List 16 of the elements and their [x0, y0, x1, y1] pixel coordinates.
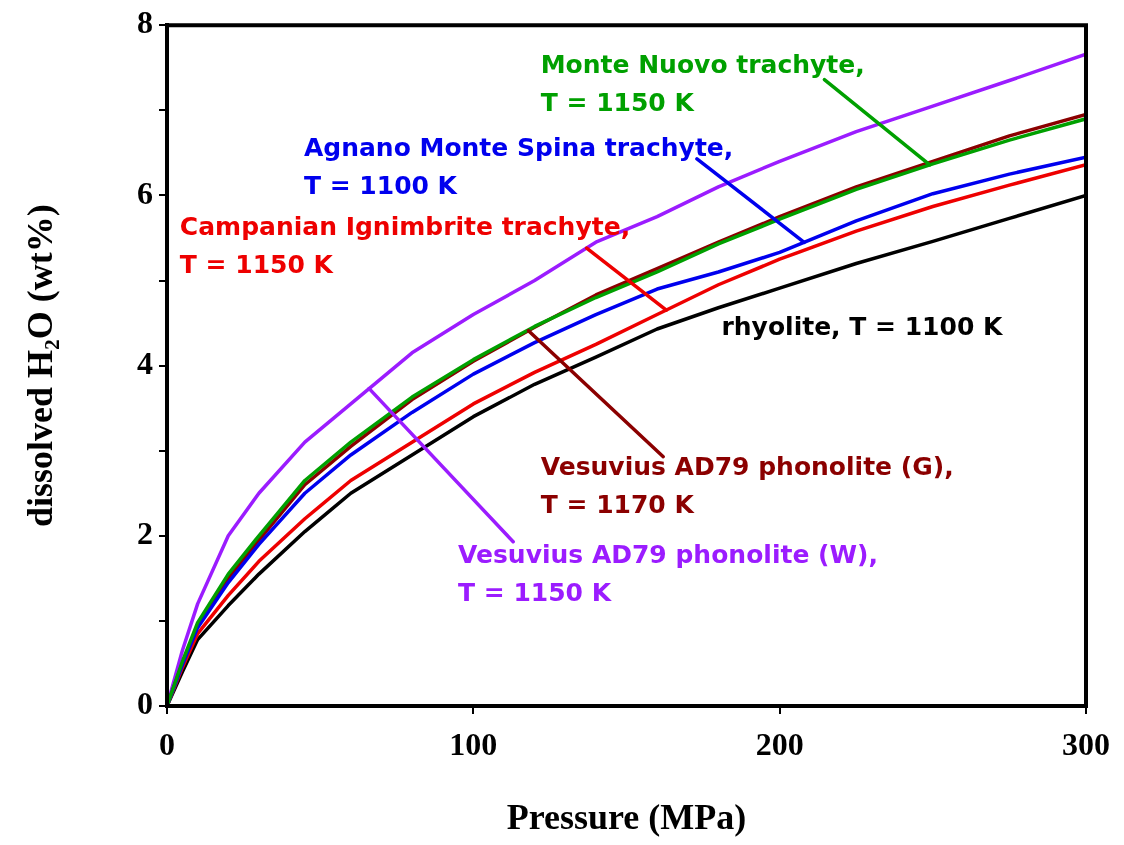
x-tick-label: 200 [755, 726, 804, 763]
text: Monte Nuovo trachyte, T = 1150 K [540, 50, 865, 118]
x-axis-title: Pressure (MPa) [506, 796, 747, 837]
x-tick-label: 100 [449, 726, 498, 763]
x-tick-label: 300 [1062, 726, 1110, 763]
series-label: Campanian Ignimbrite trachyte, T = 1150 K [179, 212, 631, 280]
text: Agnano Monte Spina trachyte, T = 1100 K [303, 132, 734, 200]
text: Vesuvius AD79 phonolite (G), T = 1170 K [540, 452, 954, 520]
y-tick-label: 0 [137, 685, 153, 722]
text: Vesuvius AD79 phonolite (W), T = 1150 K [458, 539, 878, 607]
y-tick-label: 4 [137, 344, 153, 381]
y-tick-label: 2 [137, 515, 153, 552]
y-tick-label: 8 [137, 4, 153, 41]
y-axis-title: dissolved H₂O (wt%) [19, 204, 60, 528]
y-tick-label: 6 [137, 174, 153, 211]
series-label: rhyolite, T = 1100 K [721, 311, 1004, 341]
